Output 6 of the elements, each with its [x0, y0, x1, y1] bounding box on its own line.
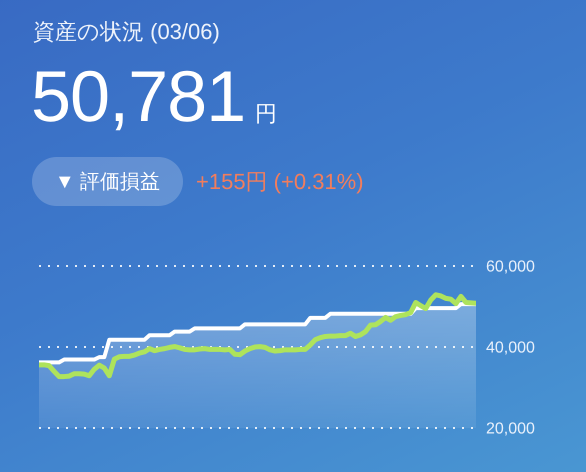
y-tick-label: 60,000	[486, 258, 536, 276]
dropdown-button[interactable]: ▼ 評価損益	[32, 157, 183, 206]
y-tick-label: 40,000	[486, 340, 536, 357]
text: +155円 (+0.31%)	[196, 168, 364, 196]
y-tick-label: 20,000	[486, 420, 536, 438]
chart-title: 資産の状況 (03/06)	[33, 18, 220, 46]
